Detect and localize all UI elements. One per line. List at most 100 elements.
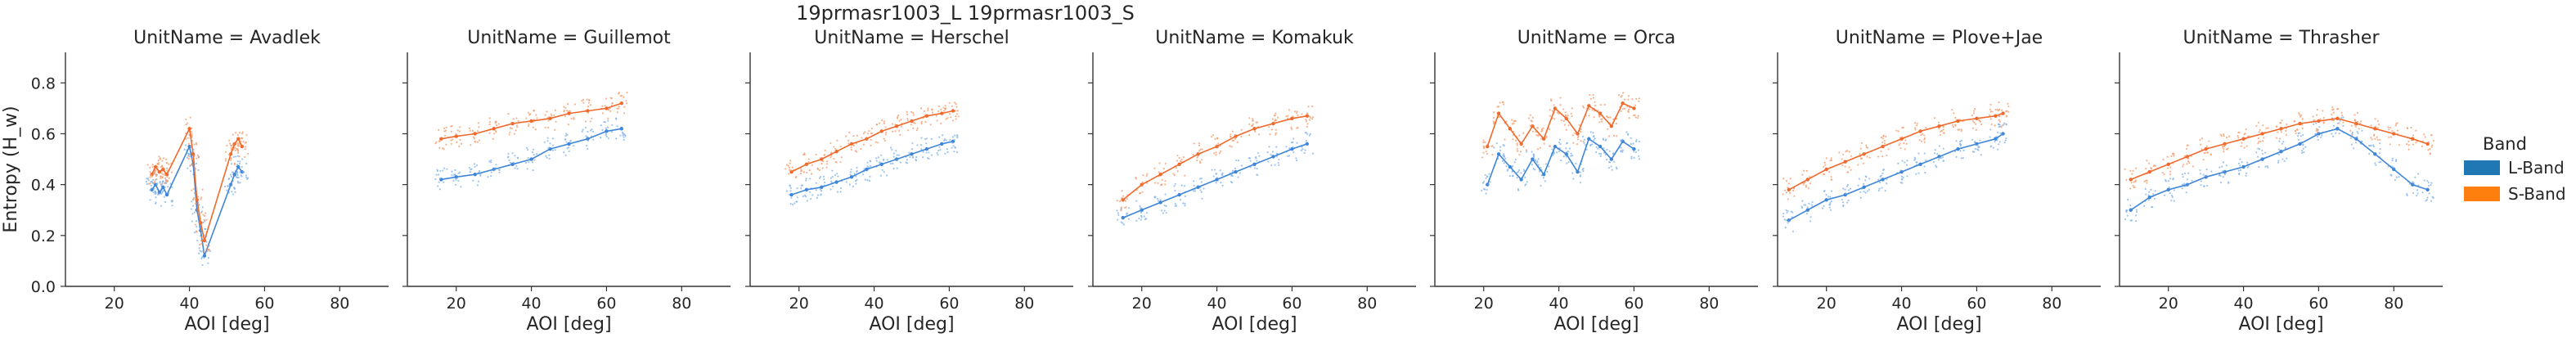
scatter-dot — [2341, 115, 2344, 117]
scatter-dot — [1902, 176, 1904, 179]
scatter-dot — [476, 184, 479, 187]
scatter-dot — [236, 163, 239, 166]
scatter-dot — [1941, 156, 1944, 159]
scatter-dot — [1481, 182, 1485, 184]
scatter-dot — [193, 232, 196, 234]
scatter-dot — [495, 120, 497, 124]
scatter-dot — [2317, 131, 2319, 133]
scatter-dot — [1215, 154, 1217, 156]
scatter-dot — [2318, 126, 2321, 128]
scatter-dot — [230, 159, 232, 161]
x-tick-label: 20 — [789, 295, 809, 313]
scatter-dot — [191, 135, 193, 137]
scatter-dot — [1214, 137, 1216, 140]
scatter-dot — [456, 141, 458, 143]
scatter-dot — [892, 130, 894, 133]
scatter-dot — [879, 160, 881, 164]
scatter-dot — [1954, 124, 1957, 127]
scatter-dot — [2391, 165, 2394, 168]
scatter-dot — [160, 175, 162, 178]
scatter-dot — [193, 191, 196, 195]
scatter-dot — [1486, 188, 1488, 191]
scatter-dot — [1553, 152, 1555, 155]
scatter-dot — [906, 110, 908, 113]
scatter-dot — [157, 162, 160, 164]
scatter-dot — [925, 151, 928, 154]
scatter-dot — [232, 155, 235, 158]
scatter-dot — [623, 96, 625, 98]
scatter-dot — [1238, 160, 1240, 162]
scatter-dot — [2360, 120, 2362, 123]
scatter-dot — [2261, 149, 2264, 152]
scatter-dot — [2257, 121, 2260, 124]
scatter-dot — [2294, 129, 2297, 133]
scatter-dot — [244, 146, 246, 148]
scatter-dot — [1583, 142, 1585, 144]
scatter-dot — [1184, 195, 1187, 197]
scatter-dot — [1135, 178, 1137, 180]
scatter-dot — [236, 173, 239, 177]
scatter-dot — [224, 151, 227, 153]
scatter-dot — [582, 128, 584, 131]
scatter-dot — [1899, 181, 1902, 184]
scatter-dot — [1278, 164, 1280, 166]
scatter-dot — [444, 129, 447, 132]
scatter-dot — [160, 192, 163, 196]
scatter-dot — [1126, 197, 1128, 200]
scatter-dot — [1942, 160, 1944, 162]
scatter-dot — [1499, 146, 1502, 148]
scatter-dot — [241, 131, 244, 133]
scatter-dot — [1135, 200, 1138, 202]
scatter-dot — [948, 101, 951, 104]
scatter-dot — [553, 114, 555, 117]
scatter-dot — [1627, 110, 1630, 113]
scatter-dot — [1215, 173, 1217, 175]
scatter-dot — [2416, 189, 2418, 191]
scatter-dot — [1580, 128, 1582, 130]
scatter-dot — [600, 137, 602, 139]
scatter-dot — [830, 155, 833, 157]
scatter-dot — [587, 111, 590, 114]
scatter-dot — [951, 119, 955, 122]
scatter-dot — [438, 177, 442, 179]
scatter-dot — [922, 151, 924, 153]
scatter-dot — [1271, 151, 1275, 153]
scatter-dot — [1482, 145, 1485, 147]
scatter-dot — [1582, 167, 1585, 170]
scatter-dot — [912, 127, 915, 129]
scatter-dot — [1546, 170, 1549, 173]
scatter-dot — [848, 183, 852, 186]
scatter-dot — [1860, 157, 1863, 160]
scatter-dot — [1520, 172, 1522, 174]
scatter-dot — [1176, 160, 1179, 162]
scatter-dot — [563, 106, 565, 108]
scatter-dot — [1240, 135, 1243, 138]
scatter-dot — [147, 182, 150, 185]
scatter-dot — [147, 179, 150, 182]
scatter-dot — [2210, 170, 2213, 173]
scatter-dot — [1296, 110, 1298, 113]
scatter-dot — [1492, 116, 1495, 119]
scatter-dot — [870, 138, 872, 141]
scatter-dot — [1513, 161, 1516, 164]
scatter-dot — [789, 169, 791, 171]
scatter-dot — [1121, 190, 1123, 192]
scatter-dot — [892, 155, 895, 158]
scatter-dot — [435, 141, 438, 143]
x-tick-label: 40 — [179, 295, 199, 313]
scatter-dot — [1992, 146, 1994, 149]
scatter-dot — [161, 180, 164, 182]
scatter-dot — [2150, 188, 2152, 191]
scatter-dot — [2258, 166, 2260, 169]
scatter-dot — [1550, 100, 1553, 102]
scatter-dot — [2278, 153, 2281, 156]
scatter-dot — [2299, 115, 2302, 118]
scatter-dot — [894, 124, 897, 126]
scatter-dot — [2007, 105, 2010, 108]
scatter-dot — [956, 113, 959, 115]
scatter-dot — [2185, 147, 2188, 150]
scatter-dot — [2144, 187, 2147, 191]
scatter-dot — [2349, 137, 2353, 139]
scatter-dot — [819, 175, 822, 178]
